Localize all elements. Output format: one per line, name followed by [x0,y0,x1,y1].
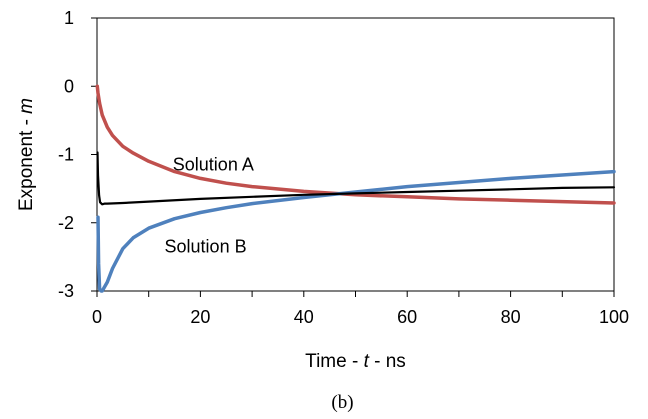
y-tick-label: 0 [64,76,74,96]
y-tick-label: -3 [58,281,74,301]
x-axis-title-part: t [364,351,370,372]
series-line-1 [95,84,616,205]
y-axis-title: Exponent - m [16,98,37,211]
figure-caption: (b) [331,392,353,413]
y-tick-label: -2 [58,213,74,233]
series-layer [95,84,616,293]
label-layer: 0 20 40 60 80 100 1 0 -1 -2 -3 Solution A Solution B… [16,8,629,413]
x-axis-title: Time - t - ns [305,351,406,372]
x-tick-label: 40 [294,307,314,327]
y-axis-title-part: m [16,98,37,114]
y-tick-label: 1 [64,8,74,28]
x-axis-title-part: - ns [369,351,406,372]
series-line-3 [96,151,616,206]
x-tick-label: 80 [501,307,521,327]
x-tick-label: 20 [190,307,210,327]
annotation-label: Solution A [173,155,254,175]
y-tick-label: -1 [58,145,74,165]
annotation-label: Solution B [165,237,247,257]
x-tick-label: 100 [599,307,629,327]
x-axis-title-part: Time - [305,351,363,372]
x-tick-label: 60 [397,307,417,327]
series-line-2 [96,169,616,293]
y-axis-title-part: Exponent - [16,114,37,211]
x-tick-label: 0 [92,307,102,327]
